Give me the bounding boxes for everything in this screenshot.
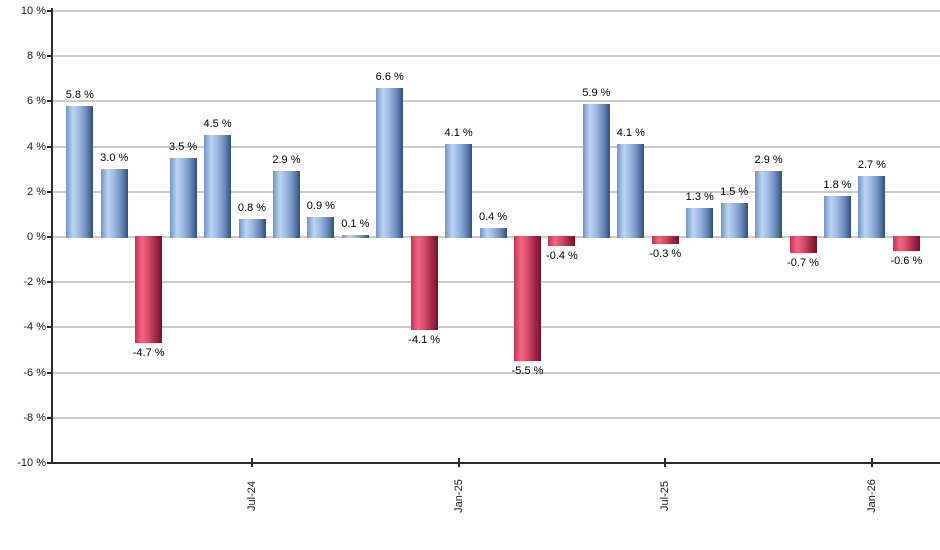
- positive-return-bar: [272, 171, 300, 238]
- bar-value-label: 1.5 %: [720, 186, 749, 199]
- y-tick-label: 10 %: [20, 5, 46, 17]
- bar-value-label: 0.4 %: [479, 210, 508, 223]
- y-tick-label: -6 %: [23, 366, 46, 379]
- bar-value-label: 6.6 %: [375, 70, 404, 83]
- x-tick-label-text: Jan-25: [452, 479, 465, 513]
- negative-return-bar: [789, 236, 817, 253]
- x-tick-label: Jul-25: [643, 467, 687, 525]
- gridline: [51, 10, 940, 12]
- positive-return-bar: [617, 144, 645, 238]
- y-axis-tick: [47, 145, 51, 148]
- y-axis-tick: [47, 100, 51, 103]
- bar-value-label: 2.9 %: [754, 154, 783, 167]
- y-tick-label: -10 %: [17, 457, 46, 469]
- bar-value-label: 3.5 %: [169, 140, 198, 153]
- gridline: [51, 100, 940, 103]
- bar-value-label: -0.7 %: [787, 256, 819, 269]
- gridline: [51, 55, 940, 58]
- bar-value-label: 5.9 %: [582, 86, 611, 99]
- bar-value-label: -4.1 %: [408, 333, 441, 346]
- bar-value-label: -4.7 %: [132, 347, 165, 360]
- positive-return-bar: [66, 105, 94, 238]
- positive-return-bar: [582, 103, 610, 238]
- positive-return-bar: [341, 234, 369, 238]
- bar-value-label: 3.0 %: [100, 152, 129, 165]
- x-axis-tick: [664, 458, 667, 467]
- bar-value-label: 1.8 %: [823, 179, 852, 192]
- bar-value-label: 2.9 %: [272, 154, 301, 167]
- bar-value-label: 0.9 %: [306, 199, 335, 212]
- negative-return-bar: [548, 236, 576, 247]
- y-tick-label: -8 %: [23, 411, 46, 424]
- bar-value-label: -0.4 %: [546, 250, 578, 263]
- y-axis-tick: [47, 462, 51, 464]
- positive-return-bar: [755, 171, 783, 238]
- bar-value-label: -5.5 %: [511, 365, 544, 378]
- positive-return-bar: [720, 203, 748, 238]
- y-axis-tick: [47, 55, 51, 58]
- bar-value-label: 5.8 %: [65, 88, 94, 101]
- negative-return-bar: [892, 236, 920, 251]
- y-axis-tick: [47, 236, 51, 238]
- gridline: [51, 190, 940, 193]
- bar-value-label: 4.5 %: [203, 118, 232, 131]
- x-axis-line: [51, 462, 940, 464]
- x-axis-tick: [457, 458, 460, 467]
- bar-value-label: 1.3 %: [685, 190, 714, 203]
- positive-return-bar: [479, 227, 507, 238]
- bar-value-label: -0.3 %: [649, 247, 682, 260]
- bar-value-label: 4.1 %: [444, 127, 473, 140]
- y-axis-tick: [47, 326, 51, 329]
- y-axis-tick: [47, 10, 51, 12]
- positive-return-bar: [100, 169, 128, 238]
- bar-value-label: 0.8 %: [237, 201, 267, 214]
- y-tick-label: 0 %: [27, 231, 46, 243]
- positive-return-bar: [204, 135, 232, 238]
- y-tick-label: 8 %: [27, 50, 46, 63]
- bar-value-label: 2.7 %: [857, 158, 886, 171]
- gridline: [51, 371, 940, 374]
- positive-return-bar: [376, 87, 404, 238]
- gridline: [51, 145, 940, 148]
- y-axis-tick: [47, 371, 51, 374]
- bar-value-label: 0.1 %: [341, 217, 370, 230]
- negative-return-bar: [135, 236, 163, 344]
- y-axis-tick: [47, 281, 51, 284]
- y-axis-tick: [47, 190, 51, 193]
- x-tick-label: Jan-25: [437, 467, 481, 525]
- gridline: [51, 326, 940, 329]
- negative-return-bar: [651, 236, 679, 244]
- bar-value-label: -0.6 %: [890, 254, 923, 267]
- positive-return-bar: [169, 157, 197, 238]
- x-tick-label-text: Jul-25: [659, 481, 672, 511]
- positive-return-bar: [445, 144, 473, 238]
- positive-return-bar: [307, 216, 335, 238]
- positive-return-bar: [686, 207, 714, 238]
- positive-return-bar: [823, 196, 851, 238]
- positive-return-bar: [238, 218, 266, 238]
- negative-return-bar: [514, 236, 542, 362]
- positive-return-bar: [858, 175, 886, 238]
- x-tick-label-text: Jul-24: [246, 481, 258, 511]
- y-tick-label: -4 %: [23, 321, 46, 334]
- x-tick-label: Jan-26: [850, 467, 894, 525]
- x-tick-label-text: Jan-26: [865, 479, 878, 513]
- bar-value-label: 4.1 %: [616, 127, 645, 140]
- x-axis-tick: [251, 458, 253, 467]
- y-tick-label: 6 %: [27, 95, 46, 108]
- x-tick-label: Jul-24: [230, 467, 274, 525]
- y-tick-label: 2 %: [27, 185, 46, 198]
- y-tick-label: -2 %: [23, 276, 46, 289]
- x-axis-tick: [870, 458, 873, 467]
- negative-return-bar: [410, 236, 438, 330]
- y-axis-line: [51, 8, 53, 464]
- gridline: [51, 281, 940, 284]
- gridline: [51, 416, 940, 419]
- y-tick-label: 4 %: [27, 140, 46, 153]
- y-axis-tick: [47, 416, 51, 419]
